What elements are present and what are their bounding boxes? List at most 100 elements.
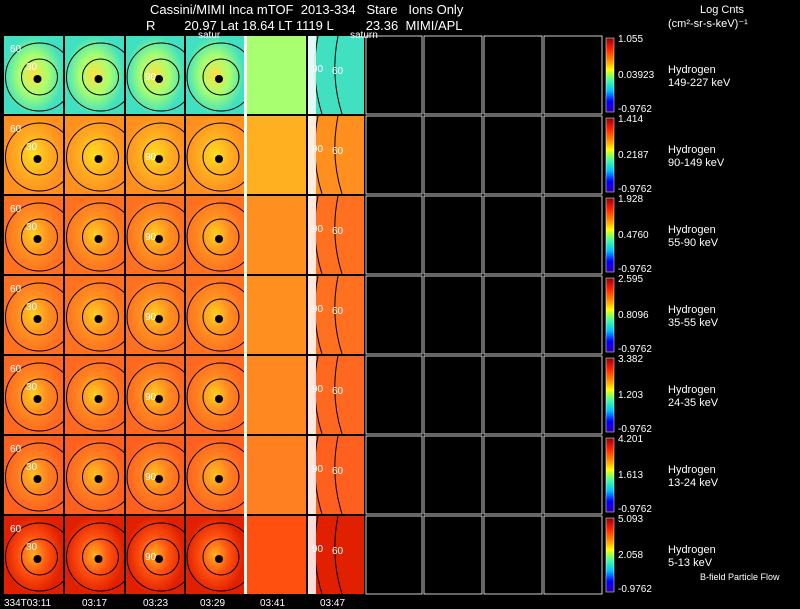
contour-label: 60 <box>332 66 344 77</box>
empty-cell <box>365 435 423 515</box>
band-energy-label: 90-149 keV <box>668 157 725 169</box>
contour-label: 90 <box>312 384 324 395</box>
time-tick-label: 334T03:11 <box>4 598 52 609</box>
band-energy-label: 35-55 keV <box>668 317 719 329</box>
contour-label: 30 <box>26 302 38 313</box>
planet-marker <box>94 75 103 83</box>
units-label: Log Cnts <box>700 4 745 16</box>
colorbar <box>605 37 615 113</box>
contour-label: 60 <box>10 524 22 535</box>
contour-label: 30 <box>26 62 38 73</box>
band-species-label: Hydrogen <box>668 384 716 396</box>
contour-arc <box>334 355 343 435</box>
colorbar-max-label: 2.595 <box>618 274 644 285</box>
time-tick-label: 03:47 <box>320 598 346 609</box>
contour-ring <box>142 218 180 256</box>
contour-ring <box>142 538 180 576</box>
contour-ring <box>82 458 119 496</box>
empty-cell <box>543 355 603 435</box>
heatmap-cell <box>186 116 244 194</box>
planet-marker <box>215 475 223 483</box>
colorbar-min-label: -0.9762 <box>618 424 652 435</box>
empty-cell <box>543 515 603 595</box>
colorbar <box>605 437 615 513</box>
contour-label: 90 <box>145 392 157 403</box>
heatmap-cell <box>247 276 306 354</box>
colorbar-max-label: 1.928 <box>618 194 644 205</box>
heatmap-cell <box>126 116 184 194</box>
contour-arc <box>334 515 343 595</box>
colorbar-min-label: -0.9762 <box>618 264 652 275</box>
planet-marker <box>155 555 163 563</box>
contour-ring <box>202 458 240 496</box>
colorbar-min-label: -0.9762 <box>618 184 652 195</box>
contour-label: 90 <box>145 312 157 323</box>
contour-label: 90 <box>312 144 324 155</box>
empty-cell <box>365 115 423 195</box>
contour-label: 30 <box>26 542 38 553</box>
band-species-label: Hydrogen <box>668 224 716 236</box>
planet-marker <box>155 75 163 83</box>
band-species-label: Hydrogen <box>668 304 716 316</box>
data-gap <box>308 516 316 594</box>
empty-cell <box>543 35 603 115</box>
empty-cell <box>365 355 423 435</box>
heatmap-cell <box>247 356 306 434</box>
band-energy-label: 5-13 keV <box>668 557 713 569</box>
contour-arc <box>334 35 343 115</box>
contour-ring <box>21 218 58 256</box>
contour-label: 60 <box>10 444 22 455</box>
heatmap-cell <box>126 356 184 434</box>
empty-cell <box>365 275 423 355</box>
planet-marker <box>33 555 42 563</box>
colorbar-mid-label: 0.2187 <box>618 150 649 161</box>
contour-label: 90 <box>145 472 157 483</box>
planet-marker <box>215 555 223 563</box>
planet-marker <box>155 315 163 323</box>
overlay-label-left: satur <box>198 30 221 41</box>
planet-marker <box>33 475 42 483</box>
contour-ring <box>202 58 240 96</box>
colorbar-min-label: -0.9762 <box>618 584 652 595</box>
heatmap-cell <box>65 356 124 434</box>
data-gap <box>308 276 316 354</box>
contour-ring <box>82 298 119 336</box>
heatmap-cell <box>186 196 244 274</box>
contour-label: 90 <box>312 464 324 475</box>
empty-cell <box>483 435 543 515</box>
colorbar-min-label: -0.9762 <box>618 504 652 515</box>
contour-label: 90 <box>312 304 324 315</box>
contour-ring <box>142 458 180 496</box>
separator-line <box>244 36 247 594</box>
contour-label: 60 <box>332 146 344 157</box>
colorbar-mid-label: 2.058 <box>618 550 644 561</box>
contour-arc <box>334 115 343 195</box>
band-species-label: Hydrogen <box>668 544 716 556</box>
contour-ring <box>21 138 58 176</box>
band-species-label: Hydrogen <box>668 464 716 476</box>
contour-ring <box>142 378 180 416</box>
contour-label: 90 <box>145 232 157 243</box>
contour-label: 60 <box>332 546 344 557</box>
heatmap-cell <box>65 196 124 274</box>
heatmap-cell <box>247 196 306 274</box>
heatmap-cell <box>126 436 184 514</box>
contour-ring <box>202 218 240 256</box>
planet-marker <box>33 235 42 243</box>
contour-label: 90 <box>145 552 157 563</box>
contour-arc <box>334 275 343 355</box>
colorbar <box>605 197 615 273</box>
empty-cell <box>543 195 603 275</box>
band-energy-label: 149-227 keV <box>668 77 731 89</box>
empty-cell <box>483 35 543 115</box>
contour-label: 30 <box>26 142 38 153</box>
contour-label: 60 <box>332 226 344 237</box>
planet-marker <box>215 155 223 163</box>
time-tick-label: 03:17 <box>82 598 108 609</box>
planet-marker <box>155 155 163 163</box>
contour-ring <box>21 538 58 576</box>
planet-marker <box>33 155 42 163</box>
heatmap-cell <box>65 436 124 514</box>
heatmap-cell <box>186 436 244 514</box>
heatmap-cell <box>4 516 63 594</box>
